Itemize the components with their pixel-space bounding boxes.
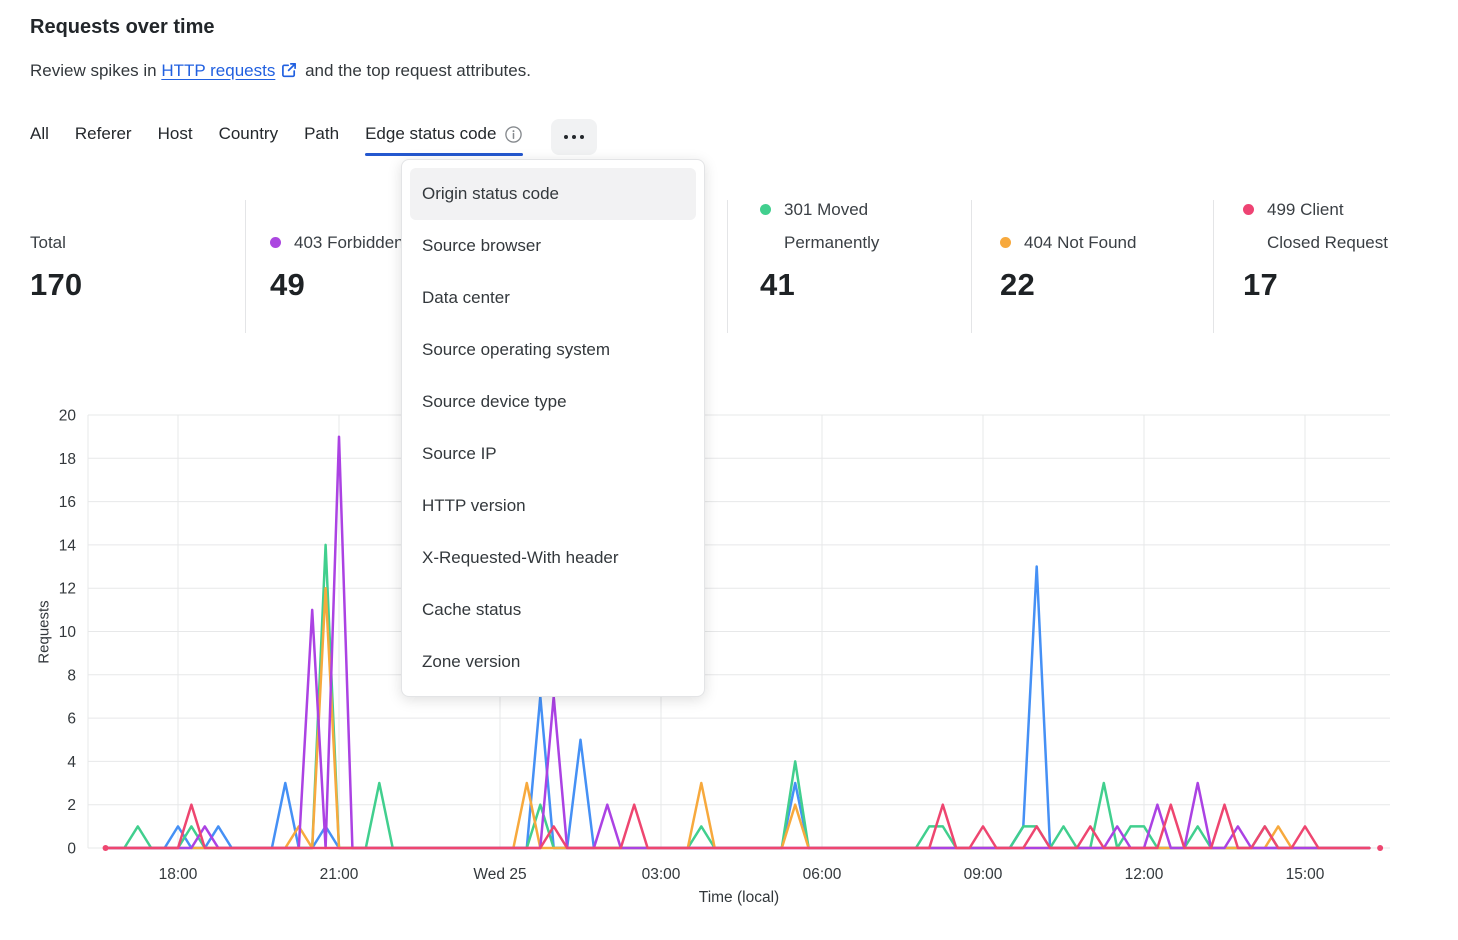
y-tick-label: 4	[67, 754, 76, 771]
stat-value: 41	[760, 267, 795, 302]
page-subtitle: Review spikes in HTTP requests and the t…	[30, 61, 531, 83]
y-tick-label: 20	[59, 408, 77, 425]
y-tick-label: 8	[67, 667, 76, 684]
tab-label: Host	[157, 124, 193, 143]
x-tick-label: 12:00	[1125, 866, 1164, 883]
series-line-blue	[104, 565, 1371, 850]
tab-country[interactable]: Country	[219, 119, 279, 156]
series-endpoint-dot-499	[1377, 845, 1384, 851]
menu-item-source-ip[interactable]: Source IP	[422, 444, 497, 463]
stat-label: 404 Not Found	[1024, 233, 1137, 252]
legend-dot-403-forbidden	[270, 237, 281, 248]
stat-total: Total 170	[30, 195, 82, 303]
menu-item-origin-status-code[interactable]: Origin status code	[410, 168, 696, 220]
legend-dot-499-client-closed-request	[1243, 204, 1254, 215]
tab-edge-status-code[interactable]: Edge status code	[365, 119, 524, 156]
ellipsis-dot	[580, 135, 585, 139]
y-tick-label: 18	[59, 451, 76, 468]
info-icon[interactable]	[504, 125, 523, 144]
stat-403-forbidden: 403 Forbidden 49	[270, 195, 404, 303]
tab-all[interactable]: All	[30, 119, 49, 156]
x-axis-title: Time (local)	[698, 889, 780, 906]
legend-dot-404-not-found	[1000, 237, 1011, 248]
y-tick-label: 12	[59, 581, 76, 598]
y-tick-label: 0	[67, 841, 76, 858]
x-tick-label: 21:00	[320, 866, 359, 883]
active-tab-underline	[365, 153, 524, 156]
stat-value: 49	[270, 267, 305, 302]
y-tick-label: 2	[67, 797, 76, 814]
menu-item-source-operating-system[interactable]: Source operating system	[422, 340, 611, 359]
series-line-301	[104, 543, 1371, 850]
tab-label: Referer	[74, 124, 132, 143]
series-endpoint-dot-499	[102, 845, 109, 851]
tab-label: Path	[304, 124, 340, 143]
tab-label: Country	[218, 124, 279, 143]
attribute-tabs: All Referer Host Country Path Edge status cod…	[30, 119, 598, 156]
attribute-dropdown-menu: Origin status code Source browser Data cen…	[401, 159, 705, 697]
external-link-icon	[281, 62, 297, 83]
x-tick-label: 03:00	[642, 866, 681, 883]
subtitle-text: and the top request attributes.	[300, 61, 531, 80]
stat-label: Total	[30, 233, 66, 252]
ellipsis-dot	[564, 135, 569, 139]
x-tick-label: 09:00	[964, 866, 1003, 883]
stat-divider	[727, 200, 728, 333]
stat-value: 17	[1243, 267, 1278, 302]
y-tick-label: 16	[59, 494, 76, 511]
tab-path[interactable]: Path	[304, 119, 339, 156]
stat-value: 22	[1000, 267, 1035, 302]
tab-label: All	[30, 124, 49, 143]
tab-host[interactable]: Host	[158, 119, 193, 156]
series-line-499	[104, 803, 1371, 850]
x-tick-label: 06:00	[803, 866, 842, 883]
more-attributes-button[interactable]	[551, 119, 598, 155]
stat-label: 499 Client Closed Request	[1267, 200, 1388, 252]
y-tick-label: 14	[59, 537, 77, 554]
stat-label: 403 Forbidden	[294, 233, 404, 252]
stat-404-not-found: 404 Not Found 22	[1000, 195, 1136, 303]
tab-label: Edge status code	[365, 124, 497, 143]
subtitle-text: Review spikes in	[30, 61, 162, 80]
stat-divider	[245, 200, 246, 333]
stat-label: 301 Moved Permanently	[784, 200, 880, 252]
menu-item-http-version[interactable]: HTTP version	[422, 496, 526, 515]
stat-value: 170	[30, 267, 83, 302]
stat-499-client-closed-request: 499 Client Closed Request 17	[1243, 195, 1388, 303]
x-tick-label: Wed 25	[473, 866, 526, 883]
stat-divider	[971, 200, 972, 333]
y-axis-title: Requests	[35, 600, 53, 664]
y-tick-label: 6	[67, 711, 76, 728]
series-line-404	[104, 586, 1371, 850]
legend-dot-301-moved-permanently	[760, 204, 771, 215]
y-tick-label: 10	[59, 624, 77, 641]
http-requests-link[interactable]: HTTP requests	[161, 61, 276, 80]
page-title: Requests over time	[30, 16, 215, 38]
menu-item-source-device-type[interactable]: Source device type	[422, 392, 567, 411]
stat-301-moved-permanently: 301 Moved Permanently 41	[760, 195, 879, 303]
series-line-403	[104, 435, 1371, 850]
tab-referer[interactable]: Referer	[75, 119, 132, 156]
x-tick-label: 15:00	[1286, 866, 1325, 883]
menu-item-cache-status[interactable]: Cache status	[422, 600, 522, 619]
x-tick-label: 18:00	[159, 866, 198, 883]
menu-item-data-center[interactable]: Data center	[422, 288, 510, 307]
stat-divider	[1213, 200, 1214, 333]
ellipsis-dot	[572, 135, 577, 139]
menu-item-source-browser[interactable]: Source browser	[422, 236, 542, 255]
menu-item-x-requested-with-header[interactable]: X-Requested-With header	[422, 548, 619, 567]
menu-item-zone-version[interactable]: Zone version	[422, 652, 521, 671]
